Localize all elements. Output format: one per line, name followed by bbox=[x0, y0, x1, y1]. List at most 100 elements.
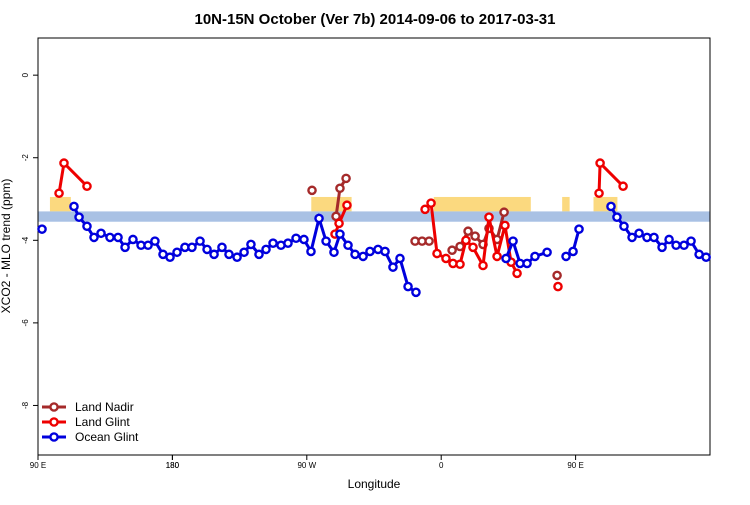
data-point bbox=[172, 247, 182, 258]
y-tick-label: -6 bbox=[21, 319, 30, 327]
data-point bbox=[424, 236, 434, 246]
data-point bbox=[74, 212, 84, 222]
data-point bbox=[595, 158, 605, 168]
data-point bbox=[561, 251, 571, 262]
data-point bbox=[82, 221, 92, 232]
data-point bbox=[254, 249, 264, 260]
shaded-region bbox=[433, 196, 531, 212]
x-axis-label: Longitude bbox=[348, 477, 401, 491]
data-point bbox=[470, 231, 480, 241]
data-point bbox=[403, 281, 413, 292]
data-point bbox=[441, 253, 451, 264]
plot-frame bbox=[37, 37, 711, 456]
data-point bbox=[335, 229, 345, 239]
data-point bbox=[426, 198, 436, 208]
data-point bbox=[365, 246, 375, 257]
data-point bbox=[542, 247, 552, 258]
data-point bbox=[329, 247, 339, 258]
data-point bbox=[701, 252, 711, 263]
data-point bbox=[37, 224, 47, 234]
shaded-region bbox=[311, 196, 352, 212]
data-point bbox=[664, 234, 674, 245]
data-point bbox=[59, 158, 69, 168]
data-point bbox=[461, 235, 471, 246]
data-point bbox=[649, 232, 659, 243]
data-point bbox=[120, 242, 130, 253]
data-point bbox=[574, 224, 584, 234]
y-tick-label: -8 bbox=[21, 401, 30, 409]
y-axis-label: XCO2 - MLO trend (ppm) bbox=[0, 179, 13, 314]
data-point bbox=[246, 239, 256, 250]
data-point bbox=[606, 201, 616, 212]
legend-label: Ocean Glint bbox=[75, 430, 139, 444]
data-point bbox=[283, 238, 293, 248]
band bbox=[38, 211, 710, 222]
data-point bbox=[420, 204, 430, 215]
data-point bbox=[657, 242, 667, 253]
data-point bbox=[568, 246, 578, 257]
data-point bbox=[306, 246, 316, 257]
data-point bbox=[463, 226, 473, 237]
data-point bbox=[671, 240, 681, 251]
data-point bbox=[314, 213, 324, 224]
data-point bbox=[165, 252, 175, 263]
legend-marker bbox=[49, 432, 59, 442]
x-tick-label: 0 bbox=[439, 461, 444, 470]
data-point bbox=[508, 236, 518, 246]
data-point bbox=[195, 236, 205, 246]
data-point bbox=[268, 238, 278, 248]
data-point bbox=[232, 252, 242, 263]
data-point bbox=[341, 173, 351, 184]
data-point bbox=[291, 233, 301, 244]
legend-label: Land Nadir bbox=[75, 400, 134, 414]
data-point bbox=[261, 244, 271, 255]
data-point bbox=[612, 212, 622, 222]
data-point bbox=[388, 262, 398, 272]
data-point bbox=[54, 188, 64, 199]
legend-marker bbox=[49, 402, 59, 412]
chart-title: 10N-15N October (Ver 7b) 2014-09-06 to 2… bbox=[194, 11, 555, 28]
data-point bbox=[82, 181, 92, 192]
data-point bbox=[594, 188, 604, 199]
data-point bbox=[455, 259, 465, 270]
data-point bbox=[686, 236, 696, 246]
data-point bbox=[209, 249, 219, 260]
data-point bbox=[187, 242, 197, 253]
data-point bbox=[395, 253, 405, 264]
data-point bbox=[499, 207, 509, 218]
legend-marker bbox=[49, 417, 59, 427]
data-point bbox=[89, 232, 99, 243]
data-point bbox=[224, 249, 234, 260]
data-point bbox=[484, 212, 494, 222]
data-point bbox=[239, 247, 249, 258]
data-point bbox=[299, 234, 309, 245]
data-point bbox=[552, 270, 562, 281]
data-point bbox=[679, 240, 689, 251]
data-point bbox=[334, 218, 344, 229]
data-point bbox=[512, 268, 522, 279]
data-point bbox=[500, 220, 510, 231]
data-point bbox=[432, 248, 442, 259]
data-point bbox=[447, 245, 457, 256]
shaded-region bbox=[49, 196, 71, 212]
y-tick-label: 0 bbox=[21, 72, 30, 77]
x-tick-label: 90 E bbox=[30, 461, 46, 470]
data-point bbox=[468, 242, 478, 253]
data-point bbox=[105, 232, 115, 243]
x-tick-label: 90 W bbox=[297, 461, 316, 470]
data-point bbox=[96, 228, 106, 239]
x-tick-label: 90 E bbox=[567, 461, 583, 470]
y-tick-label: -4 bbox=[21, 236, 30, 244]
legend-label: Land Glint bbox=[75, 415, 130, 429]
x-tick-label: 180 bbox=[166, 461, 180, 470]
data-point bbox=[553, 281, 563, 292]
data-point bbox=[492, 251, 502, 262]
data-point bbox=[530, 251, 540, 262]
x-tick-label: 180 bbox=[166, 461, 180, 470]
data-point bbox=[380, 246, 390, 257]
data-point bbox=[342, 200, 352, 211]
data-point bbox=[619, 221, 629, 232]
data-point bbox=[113, 232, 123, 243]
data-point bbox=[128, 234, 138, 245]
data-point bbox=[358, 251, 368, 262]
